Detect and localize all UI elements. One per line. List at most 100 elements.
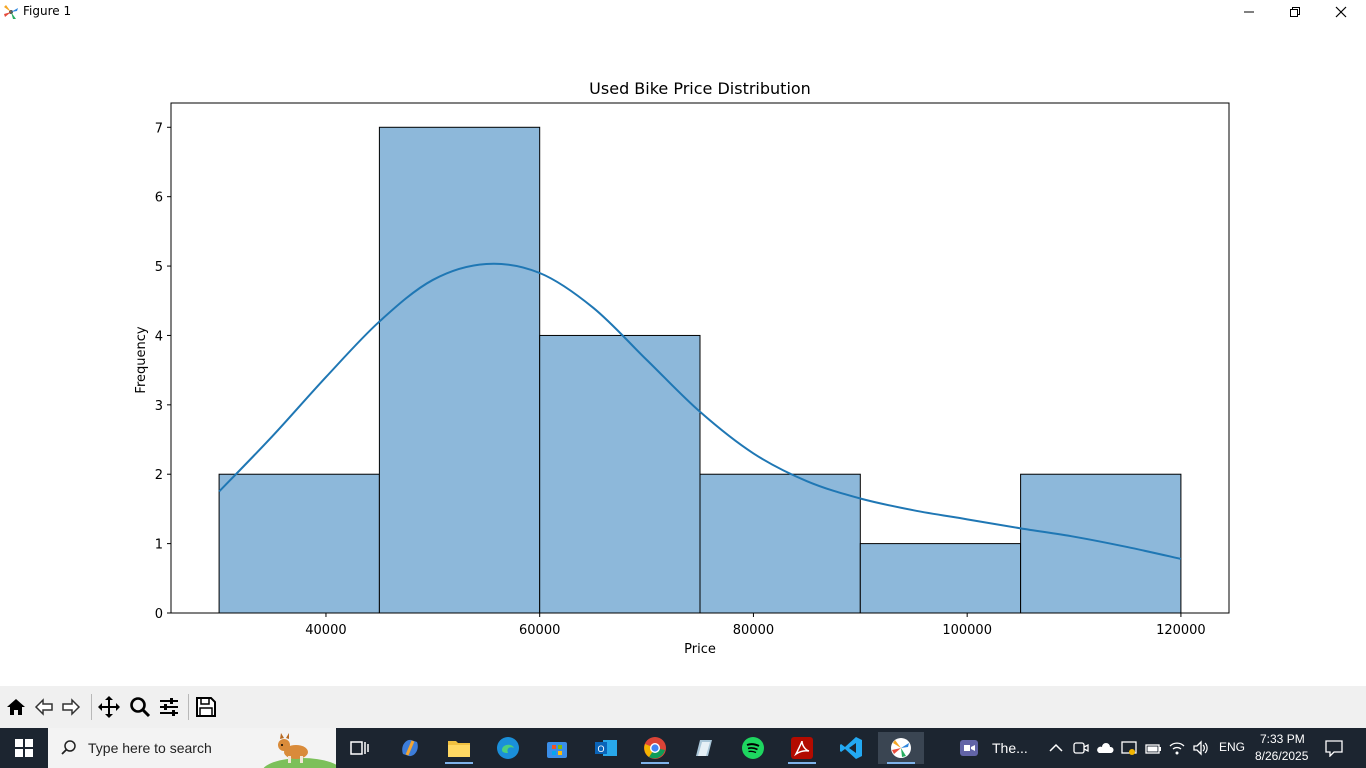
y-axis-label: Frequency: [134, 326, 149, 393]
configure-icon: [160, 698, 178, 716]
home-button[interactable]: [3, 694, 29, 720]
restore-icon: [1290, 7, 1300, 17]
save-button[interactable]: [193, 694, 219, 720]
taskbar-spotify[interactable]: [733, 732, 773, 764]
close-button[interactable]: [1318, 0, 1364, 24]
task-view-button[interactable]: [340, 732, 380, 764]
taskbar-edge[interactable]: [488, 732, 528, 764]
x-tick-label: 60000: [519, 623, 560, 638]
notifications-icon[interactable]: [1324, 739, 1344, 757]
taskbar-search-box[interactable]: Type here to search: [48, 728, 336, 768]
notepad-icon: [696, 740, 712, 756]
spotify-icon: [742, 737, 764, 759]
window-titlebar: Figure 1: [0, 0, 1366, 24]
edge-icon: [497, 737, 519, 759]
taskbar-chrome[interactable]: [635, 732, 675, 764]
navigation-toolbar: [0, 686, 1366, 728]
close-icon: [1335, 6, 1347, 18]
save-icon: [196, 697, 216, 717]
vscode-icon: [840, 737, 862, 759]
x-tick-label: 120000: [1156, 623, 1206, 638]
taskbar-matplotlib-figure[interactable]: [878, 732, 924, 764]
histogram-bar: [859, 543, 1022, 614]
x-tick-label: 40000: [305, 623, 346, 638]
back-button[interactable]: [31, 694, 57, 720]
toolbar-separator: [91, 694, 92, 720]
histogram-bar: [1020, 473, 1182, 614]
search-placeholder: Type here to search: [88, 740, 212, 756]
forward-icon: [62, 698, 81, 716]
y-tick-label: 7: [155, 121, 163, 136]
histogram-bar: [218, 473, 380, 614]
configure-subplots-button[interactable]: [156, 694, 182, 720]
running-indicator: [445, 762, 473, 764]
store-icon: [547, 742, 567, 758]
search-highlight-image: [263, 733, 336, 768]
figure-canvas[interactable]: Used Bike Price Distribution 40000 60000 8…: [0, 24, 1366, 686]
wifi-icon[interactable]: [1168, 739, 1186, 757]
minimize-icon: [1244, 11, 1254, 13]
minimize-button[interactable]: [1226, 0, 1272, 24]
window-title: Figure 1: [23, 4, 72, 18]
x-axis-label: Price: [684, 642, 716, 657]
histogram-bar: [699, 473, 861, 614]
language-indicator[interactable]: ENG: [1219, 740, 1246, 754]
y-tick-label: 4: [155, 329, 163, 344]
taskbar-acrobat[interactable]: [782, 732, 822, 764]
acrobat-icon: [791, 737, 813, 759]
taskbar-file-explorer[interactable]: [439, 732, 479, 764]
taskbar-outlook[interactable]: O: [586, 732, 626, 764]
taskbar-store[interactable]: [537, 732, 577, 764]
histogram-chart: Used Bike Price Distribution 40000 60000 8…: [134, 79, 1230, 657]
kde-line: [218, 262, 1182, 560]
folder-icon: [448, 741, 470, 757]
teams-meeting-label: The...: [992, 740, 1028, 756]
taskbar-copilot[interactable]: [390, 732, 430, 764]
matplotlib-icon: [891, 738, 911, 758]
y-tick-label: 2: [155, 468, 163, 483]
histogram-bar: [539, 334, 701, 614]
clock[interactable]: 7:33 PM 8/26/2025: [1252, 731, 1312, 765]
axes-frame: [170, 102, 1230, 614]
volume-icon[interactable]: [1192, 739, 1210, 757]
pan-button[interactable]: [96, 694, 122, 720]
zoom-button[interactable]: [127, 694, 153, 720]
chart-title: Used Bike Price Distribution: [589, 79, 811, 98]
copilot-icon: [402, 739, 418, 757]
back-icon: [34, 698, 53, 716]
task-view-icon: [350, 741, 369, 755]
onedrive-icon[interactable]: [1096, 739, 1114, 757]
windows-logo-icon: [15, 739, 33, 757]
meet-now-icon[interactable]: [1072, 739, 1090, 757]
restore-button[interactable]: [1272, 0, 1318, 24]
y-tick-label: 5: [155, 260, 163, 275]
taskbar-notes-app[interactable]: [684, 732, 724, 764]
taskbar-teams-meeting[interactable]: The...: [958, 732, 1038, 764]
chrome-icon: [644, 737, 666, 759]
running-indicator: [788, 762, 816, 764]
chevron-up-icon[interactable]: [1048, 740, 1064, 756]
svg-text:O: O: [597, 744, 604, 754]
running-indicator: [641, 762, 669, 764]
security-center-icon[interactable]: [1120, 739, 1138, 757]
battery-icon[interactable]: [1144, 739, 1162, 757]
taskbar-vscode[interactable]: [831, 732, 871, 764]
running-indicator: [887, 762, 915, 764]
y-tick-label: 6: [155, 191, 163, 206]
video-meeting-icon: [960, 740, 978, 756]
outlook-icon: O: [595, 740, 617, 756]
start-button[interactable]: [4, 732, 44, 764]
windows-taskbar: Type here to search: [0, 728, 1366, 768]
y-tick-label: 0: [155, 607, 163, 622]
pan-icon: [98, 696, 120, 718]
y-tick-label: 1: [155, 538, 163, 553]
clock-time: 7:33 PM: [1260, 732, 1305, 746]
histogram-bar: [378, 126, 541, 614]
x-tick-label: 80000: [733, 623, 774, 638]
zoom-icon: [130, 697, 151, 718]
forward-button[interactable]: [58, 694, 84, 720]
matplotlib-app-icon: [4, 5, 18, 19]
home-icon: [7, 699, 25, 715]
toolbar-separator: [188, 694, 189, 720]
clock-date: 8/26/2025: [1255, 749, 1309, 763]
